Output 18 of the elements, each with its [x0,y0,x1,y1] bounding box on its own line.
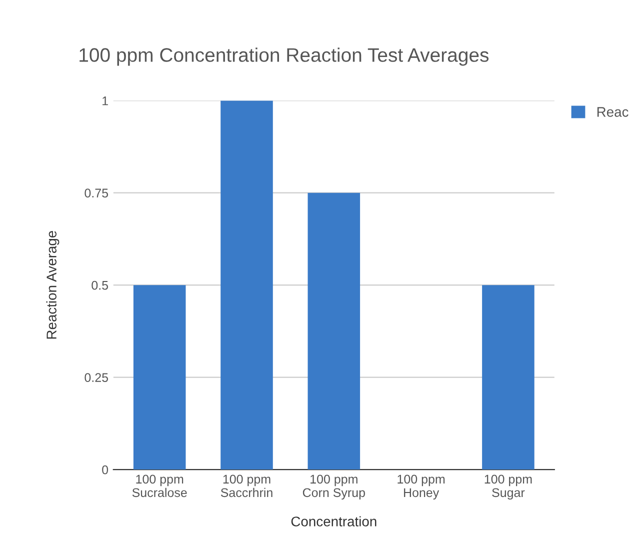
y-tick-label: 0.75 [84,188,108,198]
bar [308,192,360,470]
legend-label: Reac [597,107,628,117]
bar [220,100,273,470]
y-tick-label: 0.25 [84,373,108,382]
y-axis-title: Reaction Average [46,231,60,339]
x-tick-label: 100 ppm Sugar [484,474,532,500]
x-tick-label: 100 ppm Saccrhrin [220,474,272,498]
y-tick-label: 0 [102,465,108,474]
bar [133,285,186,470]
x-tick-label: 100 ppm Corn Syrup [302,474,365,500]
x-tick-label: 100 ppm Sucralose [132,474,187,498]
x-tick-label: 100 ppm Honey [398,474,445,500]
x-axis-title: Concentration [291,516,376,526]
y-tick-label: 0.5 [92,280,108,290]
bar [482,285,534,470]
y-tick-label: 1 [102,96,108,106]
chart-title: 100 ppm Concentration Reaction Test Averages [80,48,489,66]
